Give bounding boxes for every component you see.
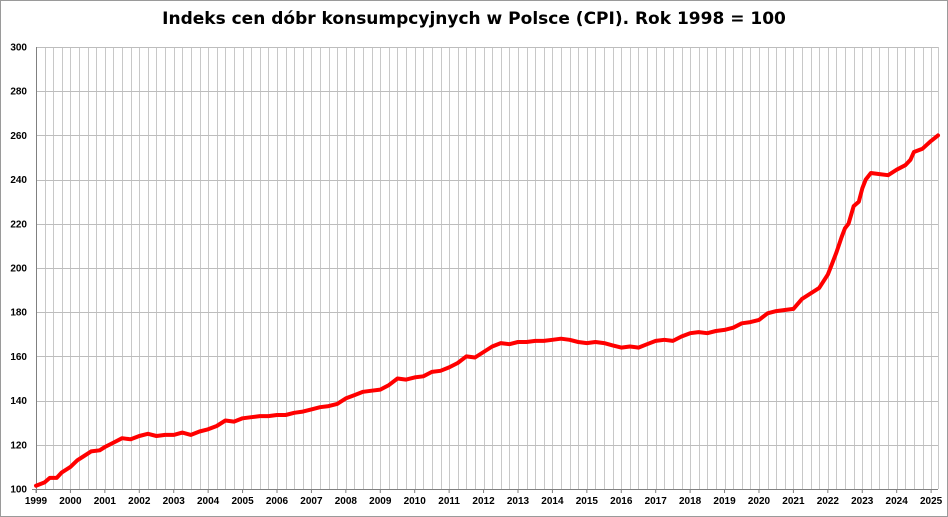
x-tick-label: 2010	[404, 496, 427, 507]
y-tick-label: 160	[10, 352, 27, 363]
chart-title: Indeks cen dóbr konsumpcyjnych w Polsce …	[162, 9, 786, 29]
x-tick-label: 2009	[369, 496, 392, 507]
axes	[32, 47, 938, 493]
x-tick-label: 1999	[25, 496, 48, 507]
x-tick-label: 2022	[817, 496, 840, 507]
x-tick-label: 2001	[94, 496, 117, 507]
y-tick-label: 220	[10, 219, 27, 230]
x-tick-label: 2002	[128, 496, 151, 507]
x-tick-label: 2012	[472, 496, 495, 507]
x-tick-label: 2024	[886, 496, 909, 507]
x-tick-label: 2008	[335, 496, 358, 507]
x-tick-label: 2014	[541, 496, 564, 507]
y-tick-label: 260	[10, 131, 27, 142]
x-tick-label: 2004	[197, 496, 220, 507]
y-tick-label: 240	[10, 175, 27, 186]
series-layer	[34, 133, 940, 488]
x-tick-label: 2005	[231, 496, 254, 507]
x-tick-label: 2006	[266, 496, 289, 507]
x-tick-labels: 1999 2000 2001 2002 2003 2004 2005 2006 2007 2008…	[25, 489, 943, 507]
x-tick-label: 2019	[713, 496, 736, 507]
x-tick-label: 2007	[300, 496, 323, 507]
y-tick-label: 280	[10, 87, 27, 98]
x-tick-label: 2017	[645, 496, 668, 507]
x-tick-label: 2023	[851, 496, 874, 507]
x-tick-label: 2000	[59, 496, 82, 507]
y-tick-label: 140	[10, 396, 27, 407]
x-tick-label: 2025	[920, 496, 943, 507]
y-tick-label: 100	[10, 485, 27, 496]
x-tick-label: 2018	[679, 496, 702, 507]
y-tick-label: 180	[10, 308, 27, 319]
x-tick-label: 2020	[748, 496, 771, 507]
x-tick-label: 2003	[163, 496, 186, 507]
x-tick-label: 2015	[576, 496, 599, 507]
y-tick-labels: 100 120 140 160 180 200 220 240 260 280 300	[10, 43, 27, 496]
x-tick-label: 2021	[782, 496, 805, 507]
x-tick-label: 2013	[507, 496, 530, 507]
y-tick-label: 300	[10, 43, 27, 54]
x-tick-label: 2016	[610, 496, 633, 507]
y-tick-label: 120	[10, 440, 27, 451]
y-tick-label: 200	[10, 264, 27, 275]
x-tick-label: 2011	[438, 496, 460, 507]
series-line-cpi	[34, 133, 940, 488]
